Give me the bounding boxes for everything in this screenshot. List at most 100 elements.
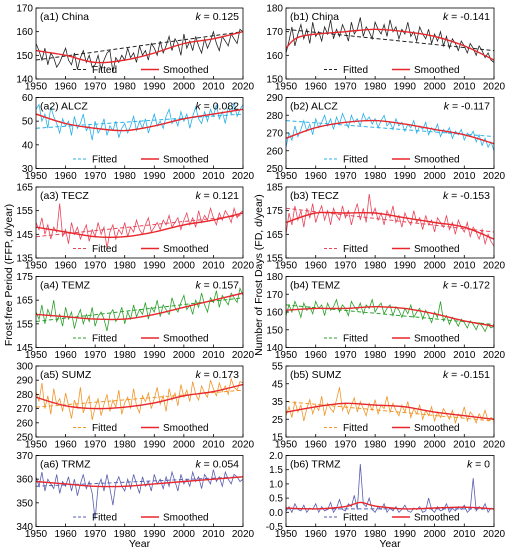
y-tick-label: 150 [266,325,283,336]
legend-smoothed-label: Smoothed [414,155,460,166]
x-tick-label: 1980 [364,529,387,540]
legend-fitted-label: Fitted [343,65,368,76]
x-tick-label: 2000 [173,261,196,272]
legend-smoothed-label: Smoothed [163,334,209,345]
trend-k-annotation: k = 0.125 [196,11,240,23]
x-tick-label: 1960 [54,82,77,93]
y-tick-label: 185 [266,183,283,194]
panel-title: (b3) TECZ [290,190,339,202]
right-y-axis-title: Number of Frost Days (FD, d/year) [253,194,265,356]
panel-b1: 150 160 170 180 1950 1960 1970 1980 1990 2000 2010… [266,4,505,93]
x-tick-label: 1960 [54,350,77,361]
x-tick-label: 2010 [202,529,225,540]
x-tick-label: 2000 [173,440,196,451]
x-tick-label: 1950 [25,440,48,451]
x-tick-label: 1960 [305,261,328,272]
legend-smoothed-label: Smoothed [163,423,209,434]
trend-k-annotation: k = -0.172 [443,280,490,292]
fitted-trend-line [286,120,494,138]
x-tick-label: 2020 [232,171,255,182]
legend-fitted-label: Fitted [343,155,368,166]
fitted-trend-line [36,389,243,408]
x-tick-label: 1970 [84,529,107,540]
smoothed-series-line [286,305,494,327]
x-tick-label: 1960 [54,261,77,272]
legend-fitted-label: Fitted [92,244,117,255]
y-tick-label: 50 [22,117,34,128]
panel-title: (b2) ALCZ [290,101,338,113]
legend-fitted-label: Fitted [343,244,368,255]
panel-title: (a3) TECZ [40,190,89,202]
y-tick-label: 170 [266,290,283,301]
y-tick-label: 340 [16,522,33,533]
panel-b2: 250 260 270 280 290 1950 1960 1970 1980 1990 2000 2… [266,93,505,182]
k-value: = 0.125 [201,11,239,23]
x-tick-label: 1990 [394,529,417,540]
k-value: = 0.157 [201,280,239,292]
k-symbol: k [196,459,202,471]
fitted-trend-line [286,401,494,422]
smoothed-series-line [36,31,243,64]
y-tick-label: 2.0 [269,451,283,462]
x-tick-label: 1990 [143,261,166,272]
observed-series-line [286,463,494,514]
panel-a6: 340 350 360 370 1950 1960 1970 1980 1990 2000 2010… [16,451,254,540]
x-tick-label: 1990 [394,261,417,272]
panel-b3: 155 165 175 185 1950 1960 1970 1980 1990 2000 2010… [266,183,505,272]
x-tick-label: 1960 [54,440,77,451]
panel-b5: 15 25 35 45 55 1950 1960 1970 1980 1990 2000 2010 20… [272,362,506,451]
legend-smoothed-label: Smoothed [414,513,460,524]
smoothed-series-line [36,292,243,321]
k-value: = 0.173 [201,369,239,381]
y-tick-label: 150 [266,75,283,86]
x-tick-label: 2010 [202,350,225,361]
plot-frame [285,186,495,259]
x-tick-label: 2010 [453,171,476,182]
observed-series-line [286,194,494,247]
y-tick-label: 170 [16,4,33,15]
x-axis-title: Year [379,538,401,550]
x-tick-label: 1980 [114,82,137,93]
x-tick-label: 2020 [483,350,506,361]
panel-title: (a2) ALCZ [40,101,88,113]
x-tick-label: 1950 [275,440,298,451]
trend-k-annotation: k = -0.141 [443,11,490,23]
x-tick-label: 1970 [84,171,107,182]
legend-fitted-label: Fitted [343,513,368,524]
smoothed-series-line [286,28,494,61]
x-tick-label: 1970 [334,261,357,272]
y-tick-label: -0.5 [266,522,284,533]
y-tick-label: 280 [16,390,33,401]
x-tick-label: 2020 [232,82,255,93]
plot-frame [35,276,244,348]
k-symbol: k [443,280,449,292]
legend-fitted-label: Fitted [92,513,117,524]
x-tick-label: 1980 [364,171,387,182]
trend-k-annotation: k = 0 [467,459,490,471]
legend-fitted-label: Fitted [92,155,117,166]
y-tick-label: 55 [272,362,284,373]
legend-smoothed-label: Smoothed [163,244,209,255]
x-tick-label: 1950 [275,171,298,182]
legend-fitted-label: Fitted [92,65,117,76]
y-tick-label: 155 [16,206,33,217]
panel-title: (a5) SUMZ [40,369,92,381]
x-tick-label: 1990 [143,350,166,361]
x-tick-label: 2020 [232,529,255,540]
x-tick-label: 1960 [305,440,328,451]
x-tick-label: 2010 [202,261,225,272]
x-tick-label: 1970 [334,171,357,182]
x-tick-label: 1990 [143,440,166,451]
x-tick-label: 1980 [114,529,137,540]
y-tick-label: 180 [266,4,283,15]
k-value: = 0.054 [201,459,239,471]
panel-title: (a6) TRMZ [40,459,91,471]
y-tick-label: 45 [272,379,284,390]
y-tick-label: 260 [266,146,283,157]
k-value: = 0.082 [201,101,239,113]
y-tick-label: 280 [266,111,283,122]
y-tick-label: 250 [266,164,283,175]
plot-frame [35,186,244,259]
x-tick-label: 1970 [84,82,107,93]
